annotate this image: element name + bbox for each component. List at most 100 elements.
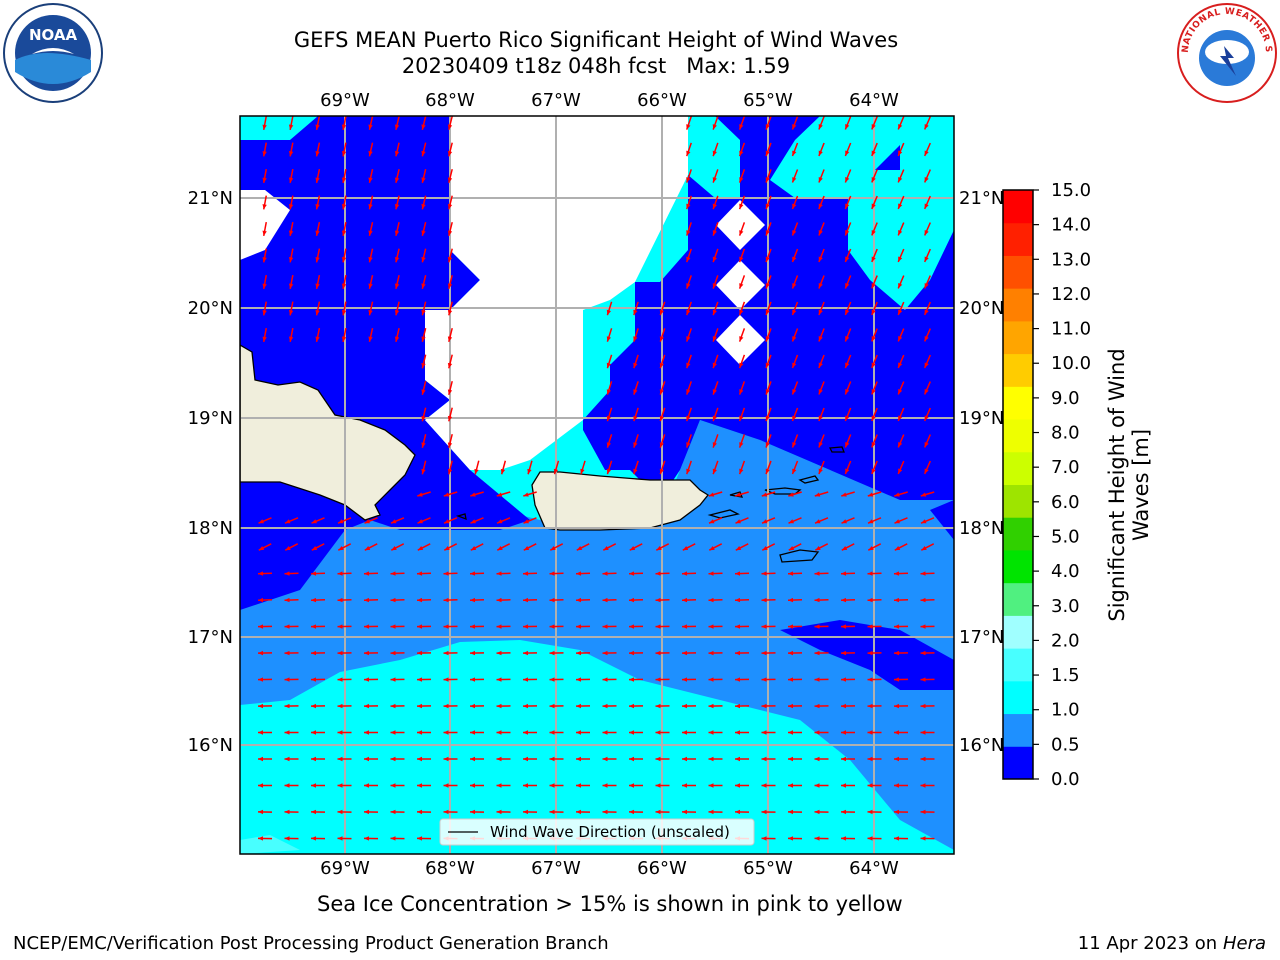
wave-arrow-head [394, 124, 400, 130]
wave-arrow-head [368, 309, 373, 316]
wave-arrow-head [655, 650, 661, 656]
wave-arrow-head [417, 783, 423, 788]
colorbar-tick-label: 2.0 [1051, 630, 1080, 651]
map-title: GEFS MEAN Puerto Rico Significant Height… [293, 28, 899, 52]
wave-arrow-head [765, 389, 770, 395]
wave-arrow-head [708, 650, 714, 656]
wave-arrow-head [894, 519, 900, 524]
map-legend: Wind Wave Direction (unscaled) [439, 818, 755, 846]
wave-arrow-head [443, 597, 449, 603]
wave-arrow-head [792, 283, 797, 289]
wave-arrow-head [394, 150, 400, 157]
wave-arrow-head [924, 309, 929, 315]
wave-arrow-head [792, 309, 797, 316]
wave-arrow-head [284, 809, 290, 815]
wave-arrow-head [894, 756, 900, 762]
wave-arrow-head [871, 335, 876, 342]
wave-arrow-head [258, 597, 264, 603]
wave-arrow-head [867, 597, 873, 603]
wave-arrow-head [761, 597, 767, 603]
wave-arrow-head [444, 519, 450, 524]
wave-arrow-head [841, 730, 847, 735]
wave-arrow-head [788, 703, 794, 709]
lat-label-right: 20°N [959, 298, 1004, 319]
wave-arrow-head [894, 703, 900, 709]
wave-arrow-head [845, 230, 850, 236]
wave-arrow-head [761, 703, 767, 709]
wave-arrow-head [258, 545, 265, 551]
wave-arrow-head [470, 492, 476, 497]
wave-arrow-head [739, 230, 744, 236]
wave-arrow-head [341, 336, 347, 342]
wave-arrow-head [682, 703, 688, 709]
wave-arrow-head [792, 150, 797, 157]
wave-arrow-head [841, 624, 847, 629]
wave-arrow-head [364, 624, 370, 629]
lon-label-bottom: 67°W [531, 858, 581, 879]
island-puerto-rico [531, 471, 709, 531]
wave-arrow-head [655, 597, 661, 603]
wave-arrow-head [421, 283, 426, 289]
wave-arrow-head [368, 336, 373, 342]
wave-arrow-head [712, 203, 717, 210]
wave-arrow-head [924, 362, 929, 368]
lat-labels-left: 21°N 20°N 19°N 18°N 17°N 16°N [188, 188, 233, 756]
wave-arrow-head [629, 650, 635, 656]
caption: Sea Ice Concentration > 15% is shown in … [317, 892, 903, 916]
wave-arrow-head [792, 389, 797, 395]
wave-arrow-head [924, 335, 929, 342]
wave-arrow-head [470, 783, 476, 788]
wave-arrow-head [447, 256, 453, 263]
wave-arrow-head [417, 756, 423, 762]
wave-arrow-head [447, 203, 453, 210]
wave-arrow-head [792, 336, 797, 342]
wave-arrow-head [792, 124, 797, 130]
wave-arrow-head [602, 571, 608, 576]
wave-arrow-head [315, 151, 320, 157]
wave-arrow-head [576, 783, 582, 788]
wave-arrow-head [898, 176, 903, 183]
lon-label-bottom: 66°W [637, 858, 687, 879]
wave-arrow-head [814, 783, 820, 788]
wave-arrow-head [894, 597, 900, 603]
wave-arrow-head [496, 677, 502, 682]
wave-arrow-head [576, 650, 582, 656]
wave-arrow-head [894, 624, 900, 629]
wave-arrow-head [818, 468, 823, 475]
wave-arrow-head [311, 650, 317, 656]
lat-label-left: 21°N [188, 188, 233, 209]
wave-arrow-head [633, 362, 638, 369]
wave-arrow-head [629, 677, 635, 682]
noaa-logo-text: NOAA [29, 26, 78, 44]
wave-arrow-head [818, 389, 823, 395]
wave-arrow-head [470, 730, 476, 735]
wave-arrow-head [708, 703, 714, 709]
wave-arrow-head [788, 571, 794, 576]
wave-arrow-head [792, 362, 797, 369]
wave-arrow-head [311, 624, 317, 629]
wave-arrow-head [761, 756, 767, 762]
wave-arrow-head [500, 468, 506, 475]
wave-arrow-head [341, 283, 347, 289]
wave-arrow-head [606, 362, 612, 369]
wave-arrow-head [659, 415, 664, 422]
wave-arrow-head [258, 571, 264, 576]
wave-arrow-head [762, 519, 768, 524]
wave-arrow-head [924, 256, 929, 262]
wave-arrow-head [867, 756, 873, 762]
wave-arrow-head [421, 362, 426, 369]
wave-arrow-head [708, 492, 715, 497]
wave-band-deep-blue [875, 145, 900, 170]
lon-label-bottom: 68°W [425, 858, 475, 879]
wave-arrow-head [682, 624, 688, 629]
wave-arrow-head [682, 677, 688, 682]
wave-arrow-head [765, 442, 770, 448]
wave-arrow-head [470, 597, 476, 603]
wave-arrow-head [390, 783, 396, 788]
wave-arrow-head [390, 809, 396, 815]
wave-arrow-head [315, 124, 320, 130]
wave-arrow-head [443, 492, 450, 497]
wave-arrow-head [496, 730, 502, 735]
wave-arrow-head [262, 336, 267, 342]
wave-arrow-head [894, 836, 900, 841]
